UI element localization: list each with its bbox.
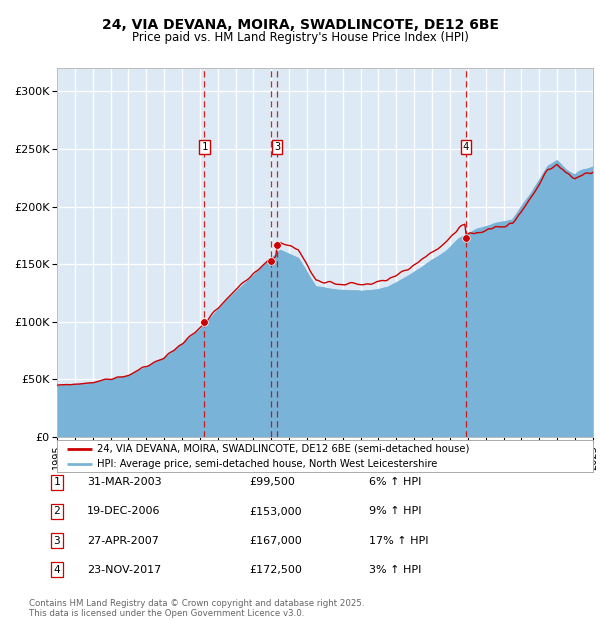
- Text: 27-APR-2007: 27-APR-2007: [87, 536, 159, 546]
- Text: 2: 2: [53, 507, 61, 516]
- Text: 17% ↑ HPI: 17% ↑ HPI: [369, 536, 428, 546]
- Text: £167,000: £167,000: [249, 536, 302, 546]
- Text: 1: 1: [201, 141, 208, 152]
- Text: 23-NOV-2017: 23-NOV-2017: [87, 565, 161, 575]
- Text: This data is licensed under the Open Government Licence v3.0.: This data is licensed under the Open Gov…: [29, 609, 304, 618]
- Text: Contains HM Land Registry data © Crown copyright and database right 2025.: Contains HM Land Registry data © Crown c…: [29, 600, 364, 608]
- Text: £153,000: £153,000: [249, 507, 302, 516]
- Text: 24, VIA DEVANA, MOIRA, SWADLINCOTE, DE12 6BE: 24, VIA DEVANA, MOIRA, SWADLINCOTE, DE12…: [101, 18, 499, 32]
- Text: 4: 4: [53, 565, 61, 575]
- Text: 1: 1: [53, 477, 61, 487]
- Text: 3% ↑ HPI: 3% ↑ HPI: [369, 565, 421, 575]
- Text: 3: 3: [53, 536, 61, 546]
- Text: £99,500: £99,500: [249, 477, 295, 487]
- Text: 19-DEC-2006: 19-DEC-2006: [87, 507, 161, 516]
- Text: 24, VIA DEVANA, MOIRA, SWADLINCOTE, DE12 6BE (semi-detached house): 24, VIA DEVANA, MOIRA, SWADLINCOTE, DE12…: [97, 444, 470, 454]
- Text: HPI: Average price, semi-detached house, North West Leicestershire: HPI: Average price, semi-detached house,…: [97, 459, 437, 469]
- Text: 6% ↑ HPI: 6% ↑ HPI: [369, 477, 421, 487]
- Text: 9% ↑ HPI: 9% ↑ HPI: [369, 507, 421, 516]
- Text: 31-MAR-2003: 31-MAR-2003: [87, 477, 161, 487]
- Text: 4: 4: [463, 141, 469, 152]
- Text: Price paid vs. HM Land Registry's House Price Index (HPI): Price paid vs. HM Land Registry's House …: [131, 31, 469, 43]
- Text: 3: 3: [274, 141, 280, 152]
- Text: £172,500: £172,500: [249, 565, 302, 575]
